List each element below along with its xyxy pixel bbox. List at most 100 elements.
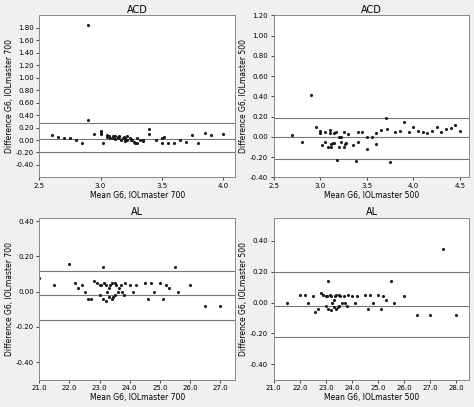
Point — [312, 123, 319, 130]
Point — [105, 294, 112, 300]
Point — [117, 281, 125, 288]
Point — [136, 137, 144, 143]
Point — [386, 159, 394, 166]
Point — [428, 127, 436, 134]
Point — [106, 281, 114, 288]
Title: ACD: ACD — [361, 4, 382, 15]
Point — [111, 292, 118, 298]
Point — [453, 312, 460, 318]
Point — [352, 158, 359, 164]
Point — [405, 129, 413, 135]
Point — [103, 133, 110, 140]
Point — [165, 285, 173, 291]
Point — [189, 132, 196, 138]
Point — [109, 133, 117, 140]
Point — [96, 281, 103, 288]
Point — [108, 280, 115, 286]
Point — [174, 289, 182, 295]
Point — [146, 126, 153, 133]
Point — [144, 295, 152, 302]
Point — [119, 134, 127, 141]
Point — [81, 289, 88, 295]
Point — [66, 260, 73, 267]
Point — [345, 131, 352, 137]
Point — [330, 296, 337, 303]
Point — [102, 281, 109, 288]
Point — [382, 114, 389, 121]
Point — [120, 133, 128, 140]
Point — [87, 295, 94, 302]
Point — [99, 264, 106, 270]
Point — [115, 285, 123, 291]
Point — [433, 123, 441, 130]
Point — [427, 312, 434, 318]
Point — [419, 129, 427, 135]
Point — [121, 137, 129, 143]
Point — [380, 293, 387, 300]
Point — [195, 140, 202, 147]
Point — [100, 280, 108, 286]
Point — [158, 140, 165, 147]
Point — [201, 129, 208, 136]
Point — [340, 144, 347, 150]
Point — [51, 281, 58, 288]
Point — [331, 293, 339, 300]
Point — [442, 125, 450, 132]
Point — [121, 134, 129, 141]
Point — [373, 129, 380, 136]
Point — [118, 137, 125, 143]
Point — [323, 293, 331, 300]
Point — [319, 142, 326, 148]
Point — [121, 138, 129, 144]
Point — [111, 136, 119, 142]
Point — [382, 296, 390, 303]
Point — [128, 137, 135, 143]
Point — [93, 280, 100, 286]
Point — [438, 129, 445, 135]
Point — [48, 132, 55, 138]
Point — [396, 127, 403, 134]
Point — [99, 140, 107, 147]
Point — [343, 302, 351, 309]
Point — [337, 133, 345, 140]
Point — [114, 133, 121, 140]
Point — [424, 129, 431, 136]
Point — [314, 306, 322, 312]
Point — [413, 312, 421, 318]
Point — [126, 281, 134, 288]
Point — [124, 137, 131, 143]
Point — [335, 302, 343, 309]
Point — [322, 302, 329, 309]
Point — [111, 280, 118, 286]
Point — [103, 132, 110, 138]
Point — [377, 306, 384, 312]
Point — [325, 306, 332, 312]
Point — [171, 264, 179, 270]
Point — [133, 139, 141, 146]
Point — [335, 144, 343, 150]
Point — [333, 157, 341, 164]
Point — [112, 281, 120, 288]
Point — [307, 92, 315, 98]
Y-axis label: Difference G6, IOLmaster 500: Difference G6, IOLmaster 500 — [239, 242, 248, 356]
Point — [109, 294, 117, 300]
Point — [335, 292, 343, 298]
X-axis label: Mean G6, IOLmaster 700: Mean G6, IOLmaster 700 — [90, 394, 185, 403]
Point — [338, 300, 346, 306]
Point — [363, 133, 371, 140]
Point — [121, 280, 129, 286]
Point — [317, 290, 324, 297]
Point — [328, 144, 335, 150]
Point — [103, 289, 111, 295]
Point — [368, 133, 375, 140]
Point — [351, 300, 358, 306]
Point — [301, 292, 309, 298]
Point — [328, 307, 335, 313]
Point — [84, 117, 92, 123]
Point — [97, 131, 104, 137]
Title: AL: AL — [365, 207, 378, 217]
Point — [78, 140, 86, 147]
Point — [410, 123, 417, 130]
Point — [317, 127, 324, 134]
Point — [207, 132, 214, 138]
